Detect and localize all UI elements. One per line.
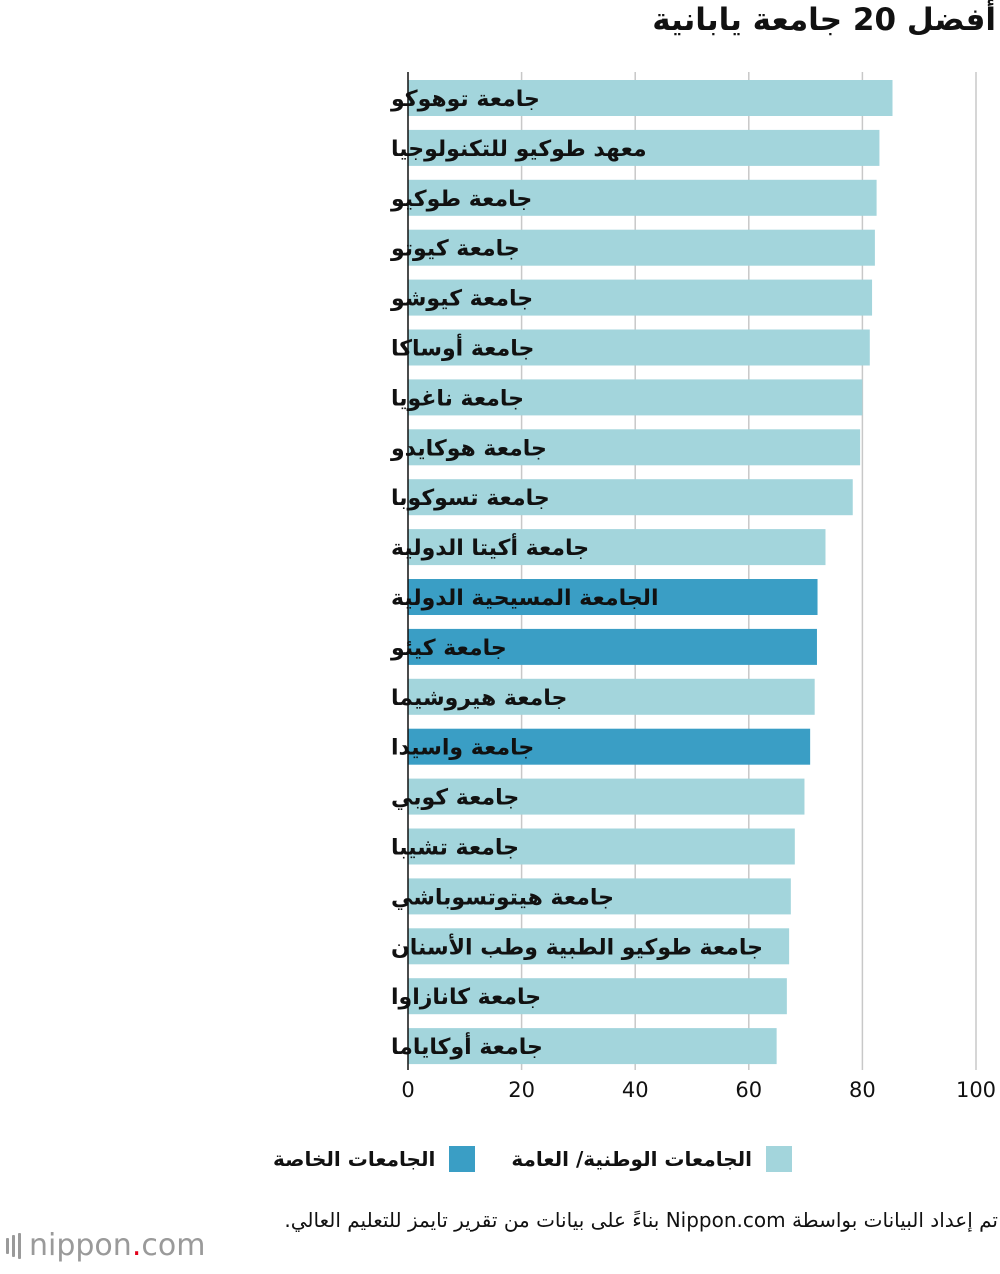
bar: [408, 579, 818, 615]
legend-item-private: الجامعات الخاصة: [273, 1146, 476, 1172]
category-label: جامعة كيوتو: [390, 237, 520, 262]
bar: [408, 878, 791, 915]
category-label: جامعة هيتوتسوباشي: [391, 885, 614, 910]
x-tick-label: 0: [401, 1078, 414, 1102]
x-axis-ticks: 0 20 40 60 80 100: [401, 1078, 996, 1102]
bar-chart: جامعة توهوكو معهد طوكيو للتكنولوجيا جامعة …: [390, 72, 996, 1102]
bar: [408, 479, 853, 516]
legend-item-public: الجامعات الوطنية/ العامة: [511, 1146, 792, 1172]
category-label: جامعة أوكاياما: [391, 1031, 543, 1060]
bar: [408, 678, 815, 715]
x-tick-label: 60: [735, 1078, 762, 1102]
category-label: جامعة كانازاوا: [391, 985, 541, 1010]
bar: [408, 279, 873, 316]
bar: [408, 828, 795, 865]
legend: الجامعات الوطنية/ العامة الجامعات الخاصة: [273, 1146, 792, 1172]
bar: [408, 778, 805, 815]
logo-tld: com: [141, 1228, 206, 1263]
legend-swatch-public: [766, 1146, 792, 1172]
category-label: جامعة ناغويا: [391, 386, 524, 411]
category-label: جامعة طوكيو الطبية وطب الأسنان: [391, 932, 763, 960]
logo-name: nippon: [29, 1228, 132, 1263]
category-label: جامعة واسيدا: [391, 736, 534, 761]
legend-label-public: الجامعات الوطنية/ العامة: [511, 1147, 752, 1171]
bar: [408, 179, 877, 216]
category-label: الجامعة المسيحية الدولية: [391, 586, 658, 611]
chart-title: أفضل 20 جامعة يابانية: [652, 2, 996, 38]
category-labels: جامعة توهوكو معهد طوكيو للتكنولوجيا جامعة …: [390, 87, 763, 1060]
category-label: جامعة كيوشو: [390, 287, 533, 312]
category-label: جامعة هيروشيما: [391, 686, 567, 711]
category-label: جامعة هوكايدو: [390, 436, 547, 461]
x-tick-label: 100: [956, 1078, 996, 1102]
x-tick-label: 80: [849, 1078, 876, 1102]
bar: [408, 429, 861, 466]
x-tick-label: 20: [508, 1078, 535, 1102]
logo-mark-icon: [6, 1232, 21, 1259]
bar: [408, 80, 893, 116]
grid-lines: [520, 72, 977, 1070]
bar: [408, 728, 811, 765]
bar: [408, 129, 880, 166]
category-label: جامعة أوساكا: [391, 333, 534, 362]
category-label: جامعة طوكيو: [390, 187, 532, 212]
bar: [408, 379, 863, 416]
bar: [408, 1028, 777, 1065]
category-label: معهد طوكيو للتكنولوجيا: [391, 137, 647, 162]
bar: [408, 628, 817, 665]
category-label: جامعة كوبي: [391, 786, 519, 811]
bar: [408, 978, 787, 1015]
legend-label-private: الجامعات الخاصة: [273, 1147, 436, 1171]
nippon-logo[interactable]: nippon.com: [6, 1228, 205, 1263]
bar: [408, 329, 870, 366]
x-tick-label: 40: [622, 1078, 649, 1102]
bar: [408, 229, 875, 266]
category-label: جامعة أكيتا الدولية: [391, 532, 589, 561]
source-note: تم إعداد البيانات بواسطة Nippon.com بناء…: [284, 1208, 998, 1232]
bars: [408, 80, 893, 1065]
bar: [408, 928, 790, 965]
legend-swatch-private: [449, 1146, 476, 1172]
category-label: جامعة توهوكو: [390, 87, 540, 112]
category-label: جامعة كيئو: [390, 636, 507, 661]
logo-text: nippon.com: [29, 1228, 205, 1263]
bar: [408, 529, 826, 566]
logo-dot: .: [131, 1228, 142, 1263]
category-label: جامعة تشيبا: [391, 836, 519, 861]
category-label: جامعة تسوكوبا: [391, 486, 550, 511]
